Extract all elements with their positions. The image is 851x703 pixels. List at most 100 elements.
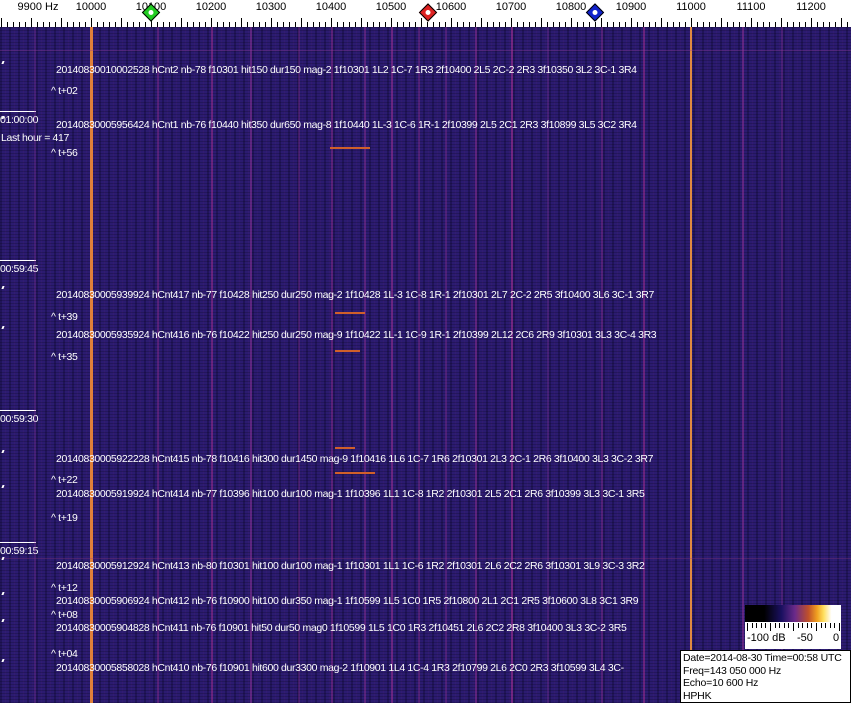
axis-tick (541, 18, 542, 27)
interference-line (364, 27, 366, 703)
colorbar-tick (811, 623, 813, 628)
axis-tick (457, 22, 458, 27)
interference-line (211, 27, 213, 703)
axis-tick (133, 22, 134, 27)
axis-tick (139, 22, 140, 27)
axis-tick (679, 22, 680, 27)
axis-tick (673, 22, 674, 27)
colorbar-tick (797, 623, 799, 628)
time-label: 00:59:30 (0, 413, 39, 425)
interference-line (418, 27, 420, 703)
axis-tick-label: 11200 (796, 1, 826, 13)
axis-tick (385, 22, 386, 27)
axis-tick (91, 18, 92, 27)
axis-tick (127, 22, 128, 27)
axis-tick (61, 18, 62, 27)
axis-tick (373, 22, 374, 27)
axis-tick (499, 22, 500, 27)
meteor-echo (335, 312, 365, 314)
axis-tick (433, 22, 434, 27)
interference-line (781, 27, 783, 703)
interference-line (250, 27, 252, 703)
axis-tick (775, 22, 776, 27)
colorbar-tick (816, 623, 817, 631)
axis-tick (421, 18, 422, 27)
time-offset-label: ^ t+19 (51, 512, 78, 524)
time-offset-label: ^ t+56 (51, 147, 78, 159)
axis-tick (193, 22, 194, 27)
axis-tick (199, 22, 200, 27)
axis-tick (295, 22, 296, 27)
axis-tick (535, 22, 536, 27)
axis-tick (547, 22, 548, 27)
time-label: 01:00:00 (0, 114, 39, 126)
info-box: Date=2014-08-30 Time=00:58 UTC Freq=143 … (680, 650, 851, 703)
interference-line (298, 27, 300, 703)
axis-tick (637, 22, 638, 27)
axis-tick (721, 18, 722, 27)
colorbar-ticks (747, 623, 840, 631)
colorbar-tick (793, 623, 794, 631)
row-marker (1, 326, 5, 329)
colorbar-tick (756, 623, 758, 628)
axis-tick (355, 22, 356, 27)
colorbar-tick (839, 623, 840, 631)
axis-tick (469, 22, 470, 27)
axis-tick (847, 22, 848, 27)
axis-tick (655, 22, 656, 27)
detection-line: 20140830010002528 hCnt2 nb-78 f10301 hit… (56, 64, 637, 76)
interference-line (601, 27, 603, 703)
last-hour-count: Last hour = 417 (1, 132, 70, 144)
axis-tick (589, 22, 590, 27)
time-offset-label: ^ t+04 (51, 648, 78, 660)
row-marker (1, 450, 5, 453)
colorbar-label-max: 0 (833, 632, 840, 644)
colorbar-legend: -100 dB -50 0 (745, 605, 841, 649)
axis-tick (325, 22, 326, 27)
axis-tick (187, 22, 188, 27)
row-marker (1, 485, 5, 488)
axis-tick (253, 22, 254, 27)
axis-tick (301, 18, 302, 27)
axis-tick (25, 22, 26, 27)
axis-tick (787, 22, 788, 27)
time-divider (0, 410, 36, 411)
axis-tick-label: 10000 (75, 1, 107, 13)
axis-tick (163, 22, 164, 27)
axis-tick (85, 22, 86, 27)
time-label: 00:59:45 (0, 263, 39, 275)
interference-line (547, 27, 549, 703)
row-marker (1, 659, 5, 662)
axis-tick (715, 22, 716, 27)
axis-tick (157, 22, 158, 27)
axis-tick (553, 22, 554, 27)
axis-tick (241, 18, 242, 27)
row-marker (1, 619, 5, 622)
detection-line: 20140830005906924 hCnt412 nb-76 f10900 h… (56, 595, 639, 607)
axis-tick (625, 22, 626, 27)
axis-tick-label: 10600 (435, 1, 467, 13)
axis-tick (487, 22, 488, 27)
axis-tick (805, 22, 806, 27)
axis-tick (649, 22, 650, 27)
axis-tick (529, 22, 530, 27)
spectrogram: 01:00:00 Last hour = 417 00:59:45 00:59:… (0, 27, 851, 703)
interference-line (511, 27, 513, 703)
axis-tick (73, 22, 74, 27)
axis-tick (115, 22, 116, 27)
axis-tick (661, 18, 662, 27)
colorbar-tick (802, 623, 804, 628)
axis-tick (643, 22, 644, 27)
axis-tick (757, 22, 758, 27)
axis-tick (583, 22, 584, 27)
axis-tick (391, 18, 392, 27)
time-offset-label: ^ t+02 (51, 85, 78, 97)
axis-tick-label: 10400 (315, 1, 347, 13)
axis-tick (109, 22, 110, 27)
axis-tick (397, 22, 398, 27)
carrier-line (690, 27, 692, 703)
colorbar-tick (760, 623, 762, 628)
axis-tick-label: 10700 (495, 1, 527, 13)
axis-tick (175, 22, 176, 27)
axis-unit-label: 9900 Hz (17, 1, 59, 13)
